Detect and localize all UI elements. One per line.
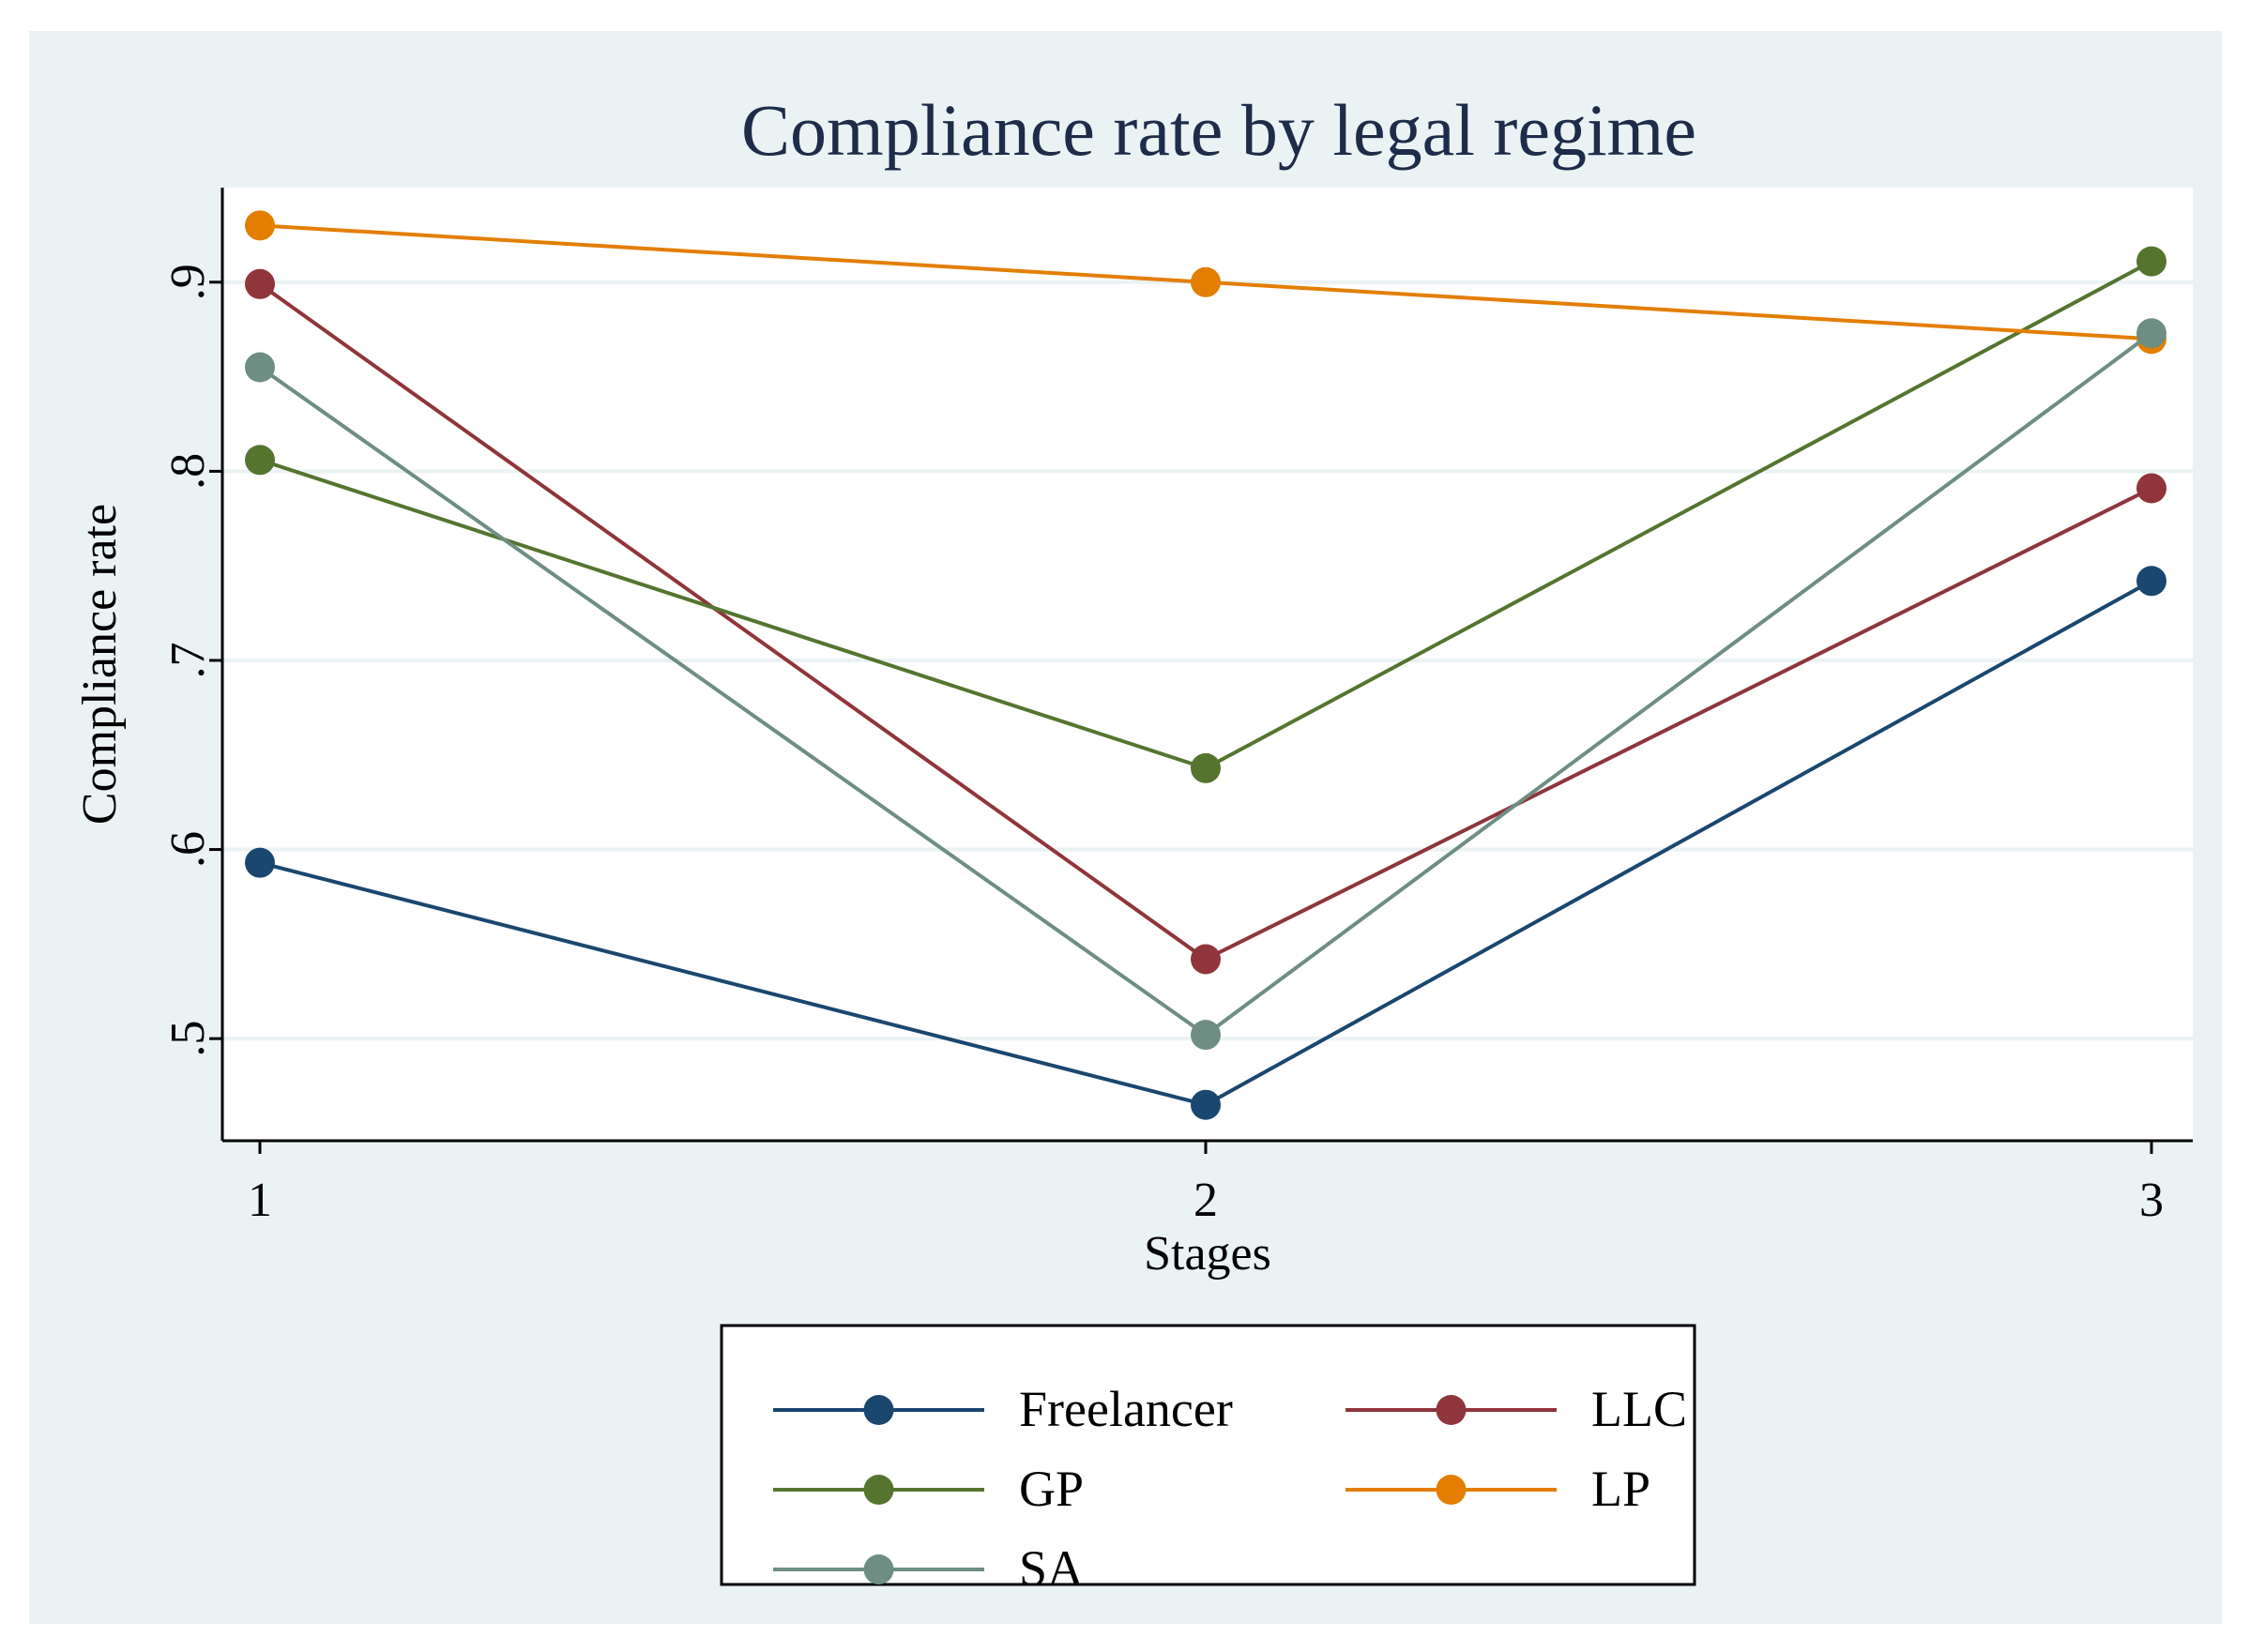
data-point (1191, 1089, 1221, 1120)
data-point (245, 268, 275, 299)
legend-marker (863, 1554, 894, 1584)
x-axis-ticks: 1 2 3 (248, 1141, 2164, 1227)
data-point (1191, 944, 1221, 975)
legend-item: GP (773, 1461, 1084, 1517)
y-tick-label: .8 (161, 453, 215, 490)
data-point (1191, 1020, 1221, 1051)
data-point (245, 210, 275, 241)
data-point (245, 352, 275, 383)
legend-marker (863, 1475, 894, 1505)
x-tick-label: 3 (2139, 1174, 2164, 1227)
data-point (2136, 318, 2166, 349)
legend-box (720, 1324, 1696, 1586)
series-gp (245, 246, 2166, 783)
legend-item: SA (773, 1540, 1084, 1597)
data-point (2136, 566, 2166, 597)
plot-area (222, 188, 2193, 1141)
series-freelancer (245, 566, 2166, 1120)
chart-title: Compliance rate by legal regime (741, 89, 1696, 171)
series-group (245, 210, 2166, 1120)
chart-svg: Compliance rate by legal regime .5 .6 .7 .8… (73, 89, 2193, 1597)
legend-item: LLC (1345, 1381, 1687, 1437)
legend-label: Freelancer (1019, 1381, 1233, 1437)
legend-item: LP (1345, 1461, 1650, 1517)
y-tick-label: .6 (161, 831, 215, 868)
data-point (2136, 473, 2166, 504)
legend-label: SA (1019, 1540, 1084, 1597)
legend-label: LLC (1591, 1381, 1687, 1437)
data-point (2136, 246, 2166, 277)
series-sa (245, 318, 2166, 1051)
y-axis-ticks: .5 .6 .7 .8 .9 (161, 264, 222, 1057)
legend-label: GP (1019, 1461, 1084, 1517)
series-llc (245, 268, 2166, 975)
legend-item: Freelancer (773, 1381, 1233, 1437)
y-tick-label: .5 (161, 1021, 215, 1057)
data-point (1191, 266, 1221, 297)
x-tick-label: 2 (1193, 1174, 1218, 1227)
legend-marker (1436, 1395, 1467, 1425)
y-tick-label: .7 (161, 642, 215, 678)
x-tick-label: 1 (248, 1174, 272, 1227)
legend-marker (863, 1395, 894, 1425)
chart-panel: Compliance rate by legal regime .5 .6 .7 .8… (29, 31, 2222, 1624)
x-axis-title: Stages (1144, 1227, 1271, 1281)
legend-label: LP (1591, 1461, 1650, 1517)
legend-items: Freelancer LLC GP LP SA (773, 1381, 1687, 1597)
legend-marker (1436, 1475, 1467, 1505)
y-tick-label: .9 (161, 264, 215, 300)
data-point (1191, 752, 1221, 783)
data-point (245, 445, 275, 476)
data-point (245, 847, 275, 878)
y-axis-title: Compliance rate (73, 504, 127, 825)
